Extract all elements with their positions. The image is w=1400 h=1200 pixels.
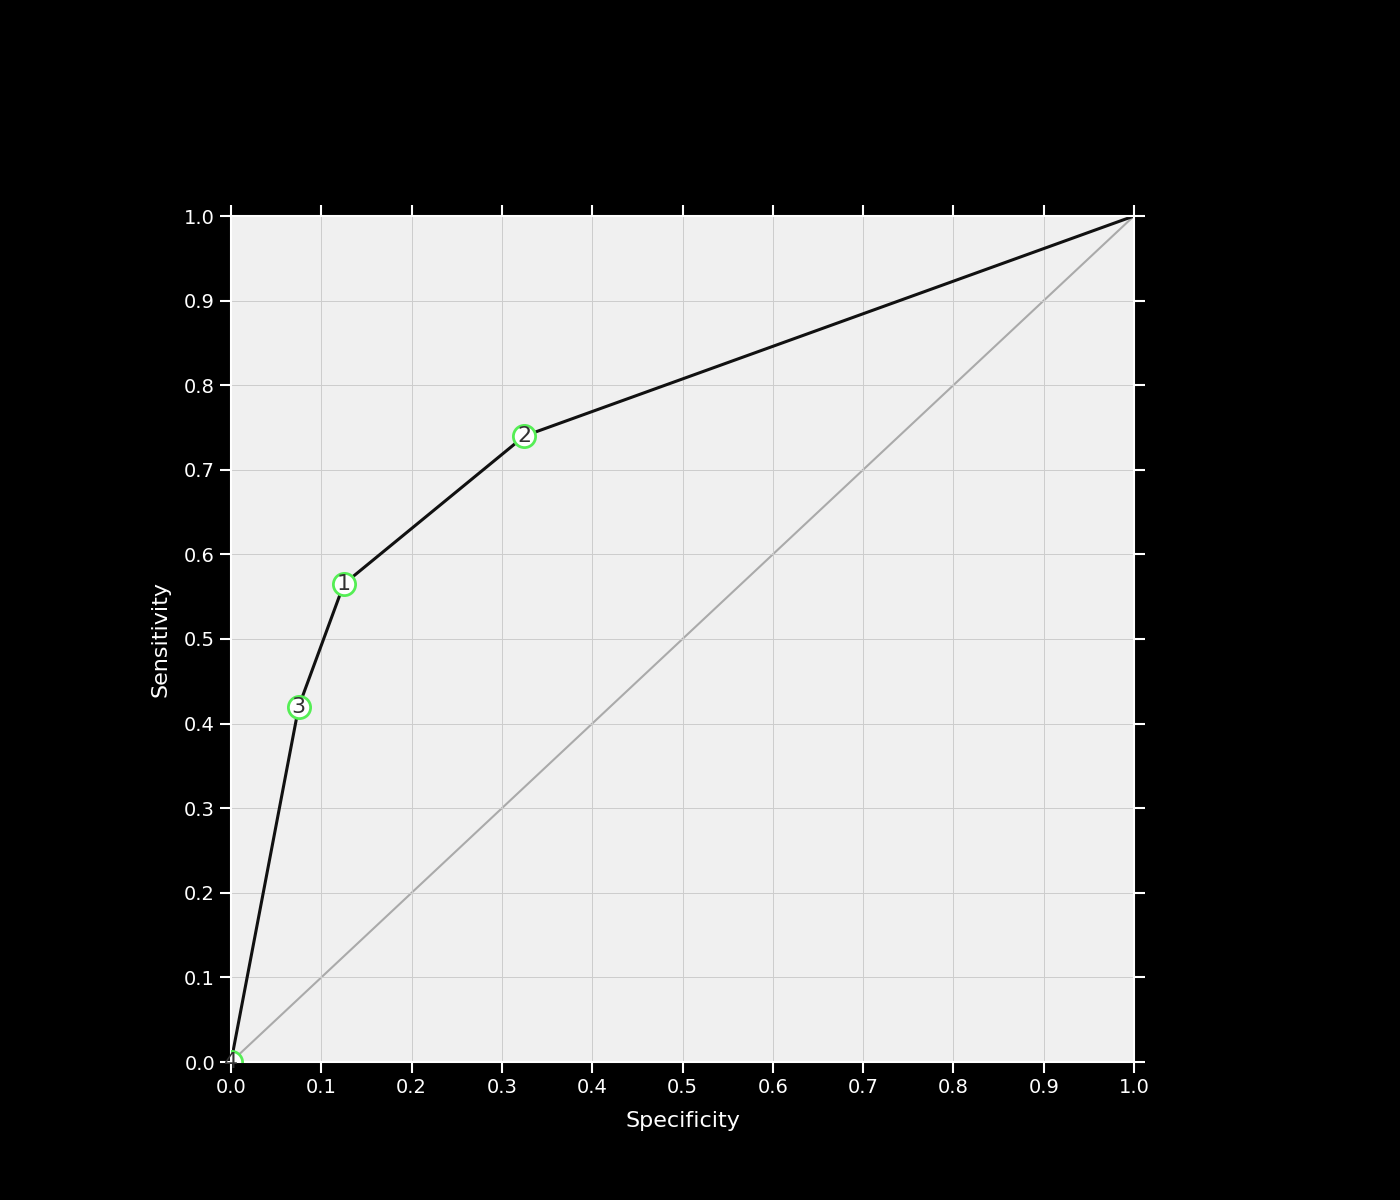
Text: 4: 4 [224, 1052, 238, 1072]
Text: 3: 3 [291, 697, 305, 716]
Y-axis label: Sensitivity: Sensitivity [150, 581, 171, 697]
Text: 2: 2 [518, 426, 532, 446]
X-axis label: Specificity: Specificity [624, 1111, 741, 1130]
Text: 1: 1 [337, 574, 351, 594]
